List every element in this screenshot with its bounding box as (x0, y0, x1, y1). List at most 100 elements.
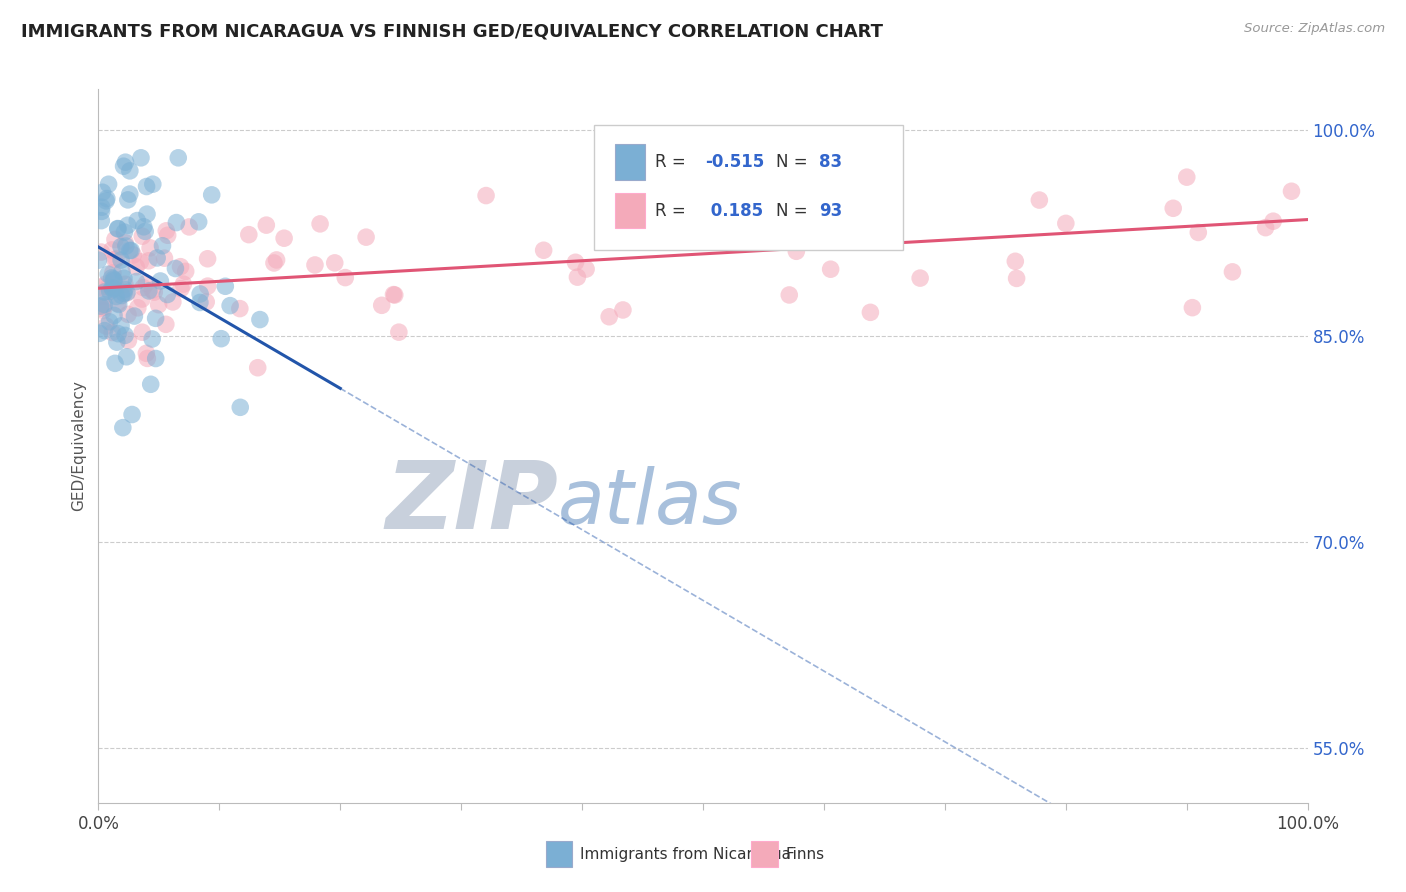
Point (115, 239, 138, 253)
Point (149, 274, 172, 288)
Point (145, 311, 167, 326)
Point (323, 256, 346, 270)
Point (309, 217, 332, 231)
Point (131, 292, 153, 306)
Point (136, 351, 159, 366)
FancyBboxPatch shape (614, 193, 645, 228)
Point (778, 288, 800, 302)
Point (142, 177, 165, 191)
Point (188, 287, 211, 301)
Point (785, 244, 807, 259)
Point (354, 230, 377, 244)
Point (263, 256, 285, 270)
Point (1054, 216, 1077, 230)
Point (125, 275, 148, 289)
Text: IMMIGRANTS FROM NICARAGUA VS FINNISH GED/EQUIVALENCY CORRELATION CHART: IMMIGRANTS FROM NICARAGUA VS FINNISH GED… (21, 22, 883, 40)
Point (1161, 202, 1184, 216)
Point (114, 235, 136, 250)
Point (107, 297, 129, 311)
Point (143, 285, 166, 300)
Point (155, 318, 177, 332)
Point (112, 286, 135, 301)
Text: 0.185: 0.185 (706, 202, 763, 219)
Text: atlas: atlas (558, 467, 742, 540)
Point (110, 318, 132, 333)
Point (114, 328, 136, 343)
Point (101, 282, 124, 296)
Point (138, 253, 160, 268)
Point (118, 244, 141, 258)
FancyBboxPatch shape (546, 841, 572, 867)
Point (90, 299, 112, 313)
Point (132, 280, 155, 294)
Point (134, 224, 156, 238)
Point (139, 377, 162, 392)
Point (132, 219, 155, 234)
Point (103, 309, 125, 323)
Point (165, 216, 187, 230)
Point (90, 200, 112, 214)
Point (141, 283, 163, 297)
Point (104, 252, 127, 267)
Point (254, 218, 277, 232)
Point (650, 185, 672, 199)
Point (859, 305, 882, 319)
Point (1254, 220, 1277, 235)
Point (104, 356, 127, 370)
Point (117, 193, 139, 207)
Point (100, 271, 122, 285)
Point (138, 284, 160, 298)
Point (96, 192, 118, 206)
Point (115, 285, 138, 300)
Point (111, 420, 134, 434)
Point (114, 155, 136, 169)
Point (91, 303, 114, 318)
Point (107, 296, 129, 310)
Point (141, 332, 163, 346)
Point (110, 253, 132, 268)
Point (101, 326, 124, 340)
Text: 83: 83 (820, 153, 842, 171)
Point (115, 350, 138, 364)
Point (93, 290, 115, 304)
Point (135, 179, 157, 194)
Point (533, 244, 555, 258)
Point (1028, 193, 1050, 207)
Point (371, 298, 394, 312)
Point (131, 325, 153, 339)
Point (103, 272, 125, 286)
Text: N =: N = (776, 153, 813, 171)
Point (98, 285, 121, 299)
Point (101, 266, 124, 280)
Point (89, 301, 111, 316)
Text: Finns: Finns (785, 847, 824, 862)
Point (111, 288, 134, 302)
Point (131, 229, 153, 244)
Point (97, 280, 120, 294)
Point (567, 270, 589, 285)
Point (93, 297, 115, 311)
Point (110, 240, 132, 254)
Point (112, 271, 135, 285)
Point (107, 222, 129, 236)
Point (214, 279, 236, 293)
Point (475, 188, 498, 202)
Point (127, 301, 149, 315)
Point (93, 300, 115, 314)
Point (1187, 226, 1209, 240)
Point (114, 282, 136, 296)
Point (156, 228, 179, 243)
Point (118, 187, 141, 202)
Point (335, 270, 357, 285)
Point (229, 401, 252, 415)
Point (89, 326, 111, 341)
Point (129, 254, 152, 268)
Point (384, 288, 406, 302)
Point (93, 285, 115, 299)
Point (125, 260, 148, 274)
FancyBboxPatch shape (614, 145, 645, 180)
Point (112, 159, 135, 173)
Point (101, 243, 124, 257)
Point (179, 219, 201, 234)
Point (121, 408, 143, 422)
